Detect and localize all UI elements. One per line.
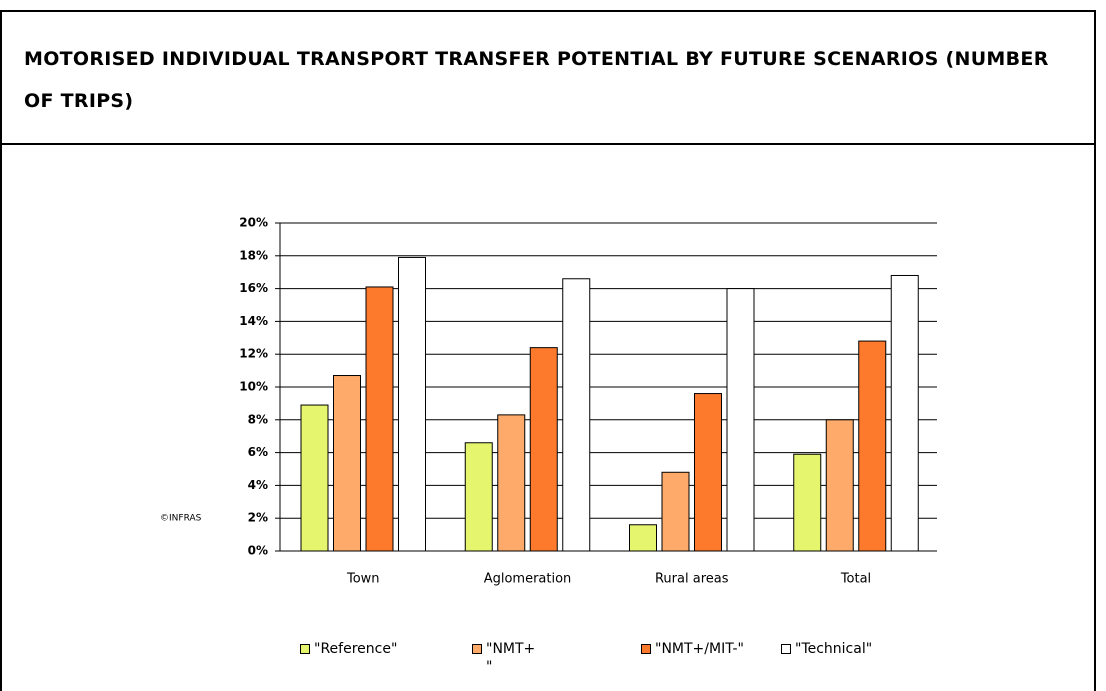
chart-title: MOTORISED INDIVIDUAL TRANSPORT TRANSFER … [24,48,1049,112]
y-tick-label: 0% [248,544,268,558]
y-tick-label: 12% [239,347,268,361]
y-tick-label: 4% [248,478,268,492]
x-tick-label: Rural areas [655,572,729,587]
bar [629,524,657,552]
frame: MOTORISED INDIVIDUAL TRANSPORT TRANSFER … [0,10,1096,691]
bar [726,288,755,552]
y-tick-label: 10% [239,380,268,394]
y-tick-label: 2% [248,511,268,525]
y-tick-label: 8% [248,412,268,426]
bar [300,404,329,552]
legend-label: "Reference" [314,641,398,657]
bar [661,471,690,552]
bar [333,375,361,552]
source-note: ©INFRAS [160,514,202,524]
y-tick-label: 14% [239,314,268,328]
bar [890,274,919,552]
x-tick-label: Aglomeration [484,572,572,587]
bar [365,286,394,552]
y-tick-label: 16% [239,281,268,295]
bar [793,453,822,552]
y-tick-label: 20% [239,216,268,230]
x-tick-label: Town [346,572,380,587]
x-tick-label: Total [840,572,871,587]
header: MOTORISED INDIVIDUAL TRANSPORT TRANSFER … [2,12,1094,145]
bar [694,393,722,552]
legend-swatch [641,644,651,654]
bar [858,340,887,552]
y-tick-label: 6% [248,445,268,459]
legend-swatch [300,644,310,654]
bar [464,442,493,552]
legend-label: "NMT+ " [486,641,536,675]
bar [529,347,558,552]
bar [825,419,854,552]
bar [398,256,426,552]
legend-swatch [781,644,791,654]
legend-label: "Technical" [795,641,873,657]
y-tick-label: 18% [239,248,268,262]
bar [562,278,591,552]
legend-label: "NMT+/MIT-" [655,641,744,657]
bar [497,414,526,552]
legend-swatch [472,644,482,654]
